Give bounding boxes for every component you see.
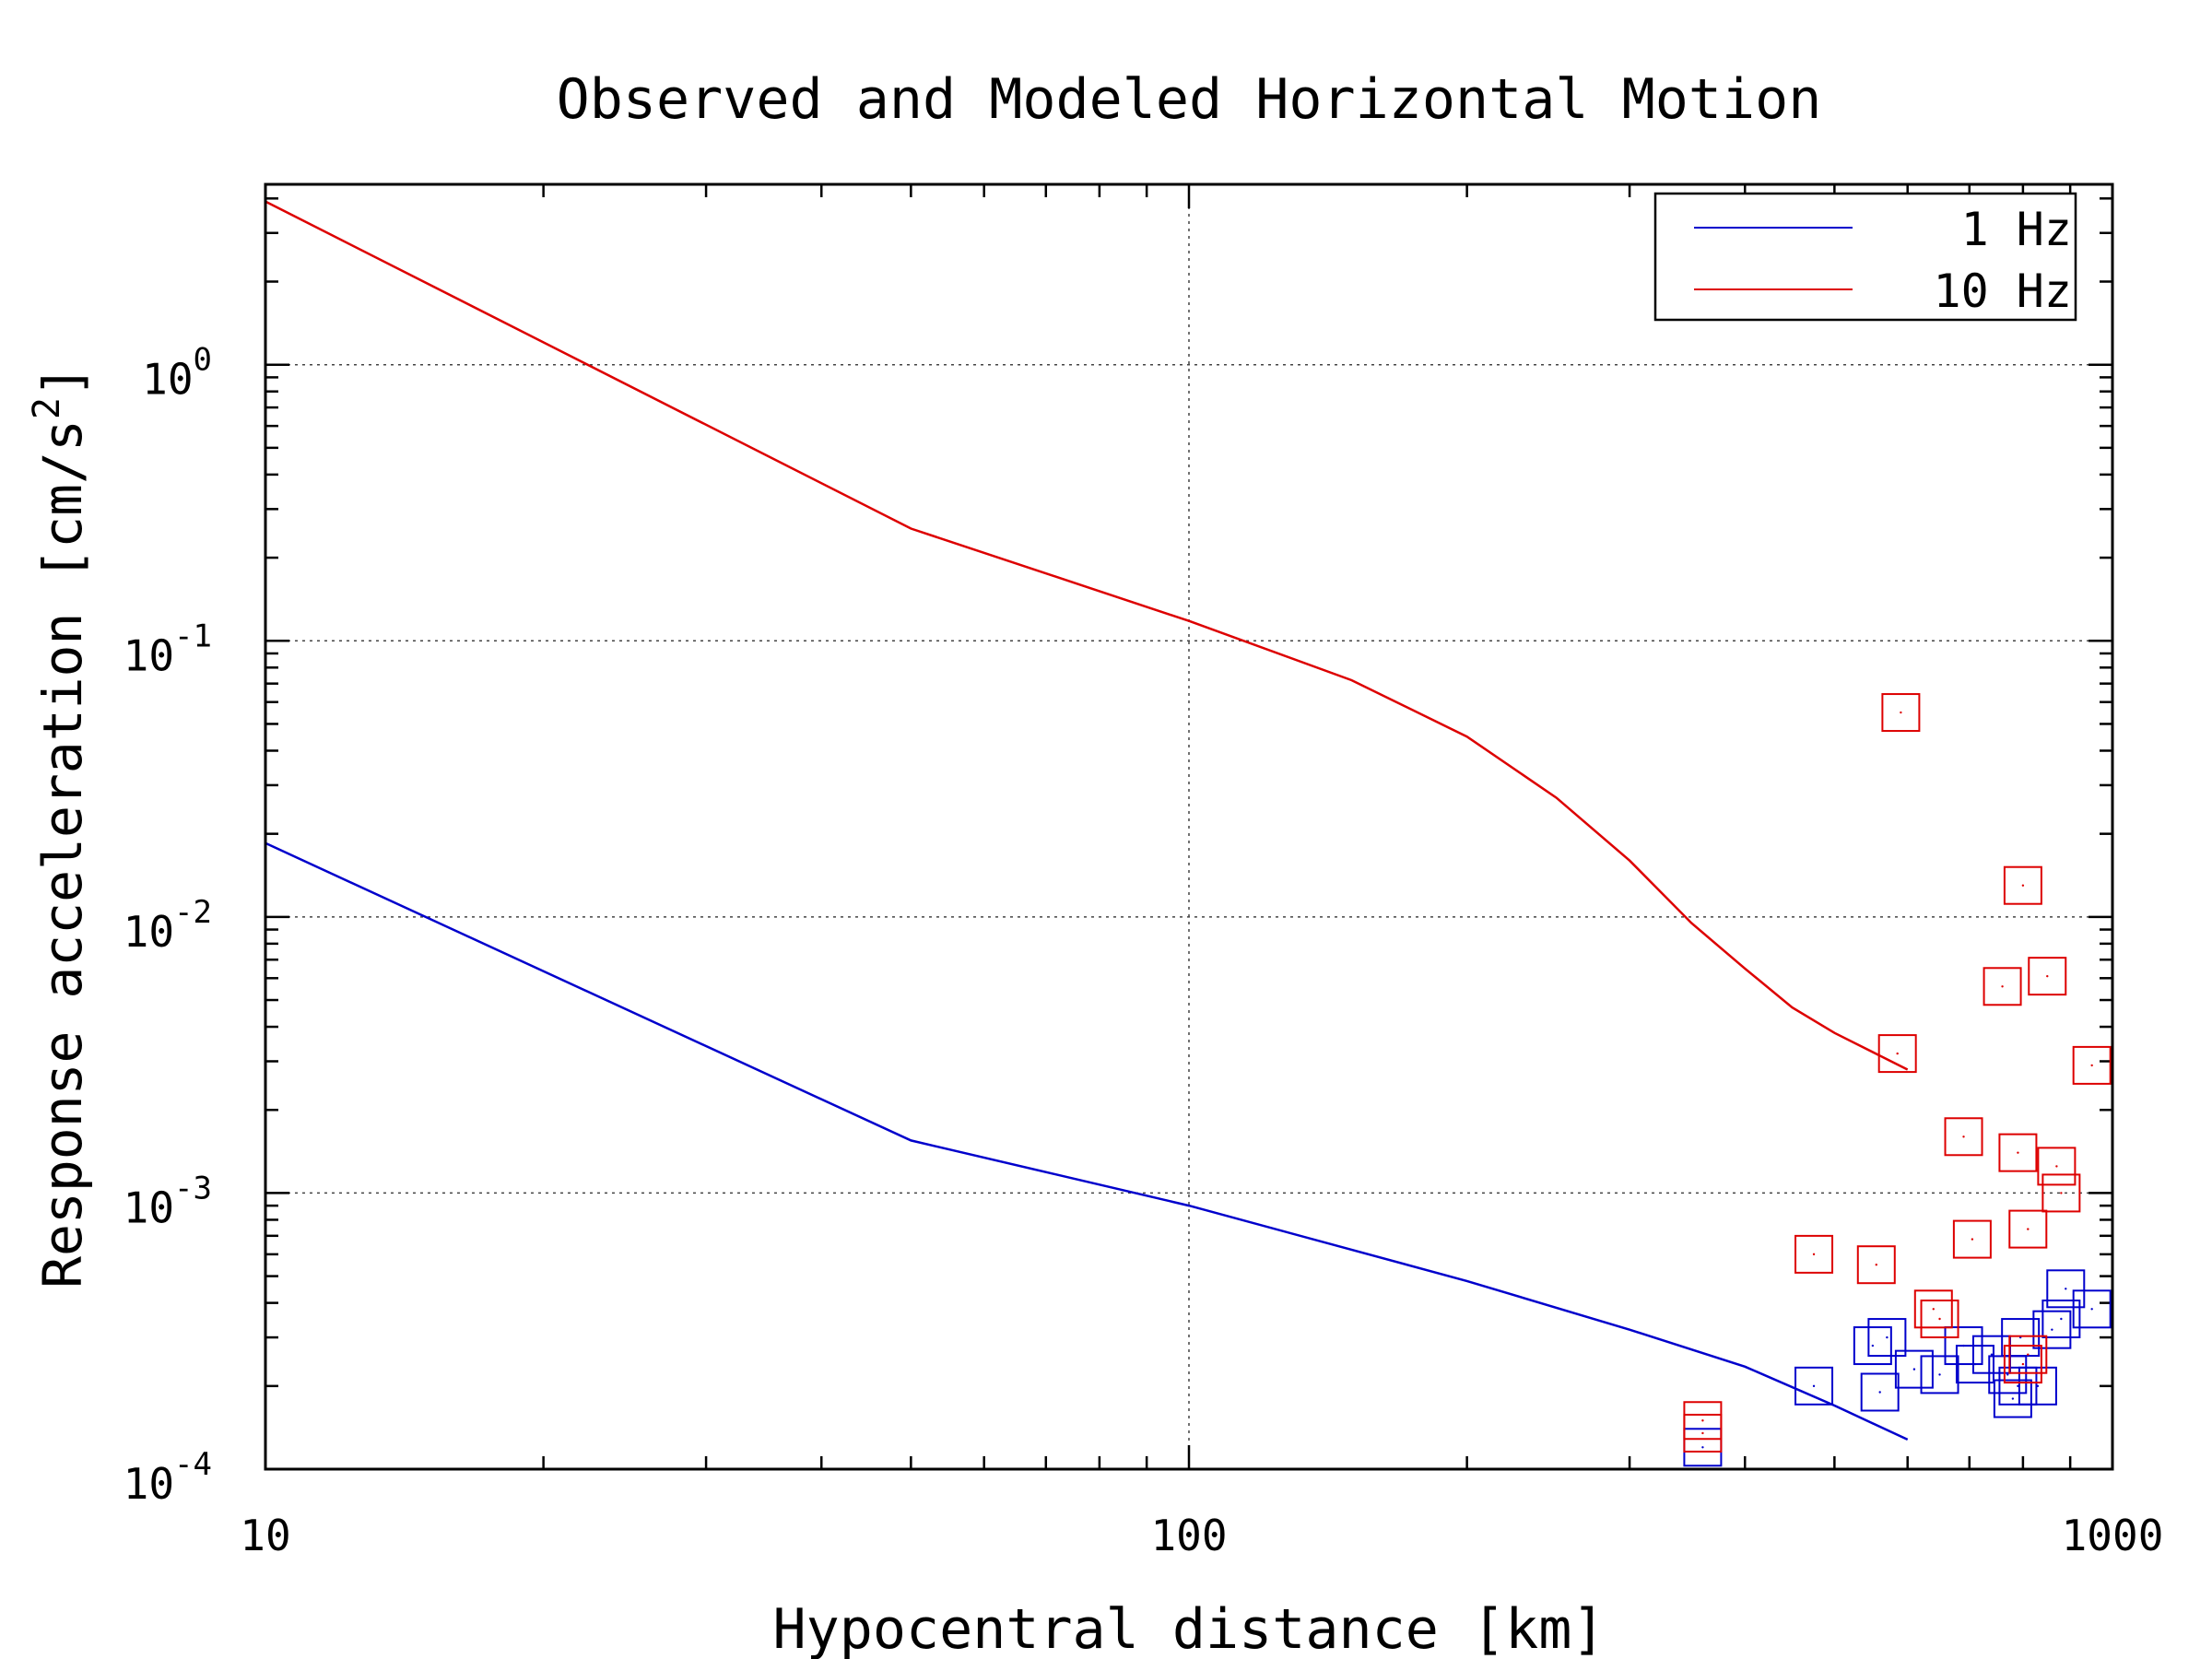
y-tick-label: 10-2 [124, 894, 212, 957]
observation-marker [1860, 1372, 1900, 1412]
observation-marker [1998, 1133, 2038, 1172]
observation-point [2055, 1165, 2058, 1168]
observation-marker [1955, 1345, 1994, 1384]
observation-marker [2041, 1173, 2081, 1213]
observation-marker [1881, 693, 1921, 733]
observation-marker [1894, 1349, 1934, 1389]
observation-marker [1683, 1413, 1723, 1453]
observation-marker [2008, 1335, 2048, 1374]
y-tick-labels: 10-4 10-3 10-2 10-1 100 [124, 342, 212, 1509]
y-tick-label: 10-4 [124, 1446, 212, 1509]
observation-marker [2041, 1300, 2081, 1339]
y-axis-label-main: Response acceleration [cm/s [31, 419, 94, 1288]
observation-marker [2072, 1289, 2112, 1329]
observation-marker [1856, 1245, 1896, 1285]
observation-marker [2003, 1345, 2042, 1384]
observation-point [1701, 1419, 1704, 1422]
legend: 1 Hz 10 Hz [1653, 192, 2077, 322]
x-tick-label: 10 [240, 1511, 290, 1560]
observation-point [1971, 1238, 1974, 1241]
observation-point [1812, 1253, 1816, 1256]
observation-point [1938, 1373, 1941, 1376]
observation-marker [2028, 957, 2067, 996]
y-axis-label-close: ] [31, 365, 94, 397]
x-tick-label: 100 [1150, 1511, 1227, 1560]
observation-marker [1913, 1289, 1953, 1329]
observation-marker [1877, 1034, 1917, 1074]
observation-point [1912, 1368, 1916, 1371]
y-axis-label-superscript: 2 [26, 397, 68, 419]
series-line-1hz [265, 841, 1909, 1441]
observation-point [1886, 1335, 1888, 1339]
grid-lines [265, 184, 2112, 1469]
observation-marker [1920, 1355, 1959, 1394]
observation-markers [1683, 693, 2112, 1467]
observation-point [1932, 1308, 1935, 1311]
observation-point [2021, 1362, 2025, 1366]
y-axis-label: Response acceleration [cm/s2] [26, 365, 94, 1288]
observation-point [2060, 1317, 2063, 1321]
observation-marker [2046, 1269, 2086, 1309]
series-line-10hz [265, 200, 1909, 1071]
axis-ticks [264, 184, 2112, 1471]
observation-point [2027, 1353, 2030, 1356]
chart-title: Observed and Modeled Horizontal Motion [557, 67, 1822, 132]
observation-point [2027, 1228, 2030, 1230]
observation-point [2021, 884, 2025, 887]
observation-marker [1993, 1379, 2032, 1418]
observation-point [2011, 1397, 2015, 1400]
observation-point [2017, 1151, 2019, 1154]
observation-marker [2072, 1045, 2112, 1085]
observation-point [2051, 1328, 2053, 1331]
observation-point [1896, 1052, 1899, 1055]
legend-label-10hz: 10 Hz [1933, 265, 2072, 318]
observation-marker [2001, 1318, 2041, 1358]
x-tick-label: 1000 [2062, 1511, 2164, 1560]
observation-point [1962, 1135, 1965, 1138]
observation-marker [1920, 1300, 1959, 1339]
observation-point [1938, 1317, 1941, 1321]
observation-point [1875, 1264, 1877, 1266]
observation-marker [1853, 1326, 1892, 1366]
observation-marker [1794, 1234, 1834, 1274]
observation-marker [2018, 1366, 2057, 1406]
observation-marker [1794, 1366, 1834, 1406]
observation-marker [1944, 1117, 1983, 1157]
observation-point [1871, 1344, 1875, 1347]
observation-point [2090, 1064, 2093, 1067]
observation-point [1900, 711, 1902, 714]
x-axis-label: Hypocentral distance [km] [772, 1597, 1605, 1659]
y-tick-label: 10-1 [124, 618, 212, 680]
observation-point [2060, 1192, 2063, 1194]
series-lines [265, 200, 1909, 1441]
y-tick-label: 10-3 [124, 1170, 212, 1232]
y-tick-label: 100 [142, 342, 212, 405]
observation-point [1701, 1446, 1704, 1449]
observation-marker [1867, 1318, 1907, 1358]
observation-marker [2037, 1147, 2077, 1186]
observation-point [1701, 1431, 1704, 1435]
observation-point [2036, 1384, 2040, 1388]
observation-point [2001, 985, 2004, 988]
observation-point [2046, 974, 2049, 978]
observation-marker [1983, 967, 2022, 1006]
observation-point [1990, 1353, 1994, 1356]
observation-marker [2008, 1209, 2048, 1249]
observation-marker [2003, 865, 2042, 905]
observation-point [1812, 1384, 1816, 1388]
observation-point [2006, 1373, 2009, 1376]
legend-label-1hz: 1 Hz [1961, 203, 2072, 256]
observation-point [2065, 1288, 2067, 1290]
observation-point [2090, 1308, 2093, 1311]
observation-point [1878, 1391, 1881, 1394]
x-tick-labels: 10 100 1000 [240, 1511, 2163, 1560]
observation-marker [2032, 1310, 2072, 1349]
observation-marker [1952, 1219, 1992, 1259]
legend-box [1653, 192, 2077, 322]
observation-marker [1998, 1366, 2038, 1406]
plot-frame [264, 182, 2114, 1471]
observation-point [1973, 1362, 1977, 1366]
